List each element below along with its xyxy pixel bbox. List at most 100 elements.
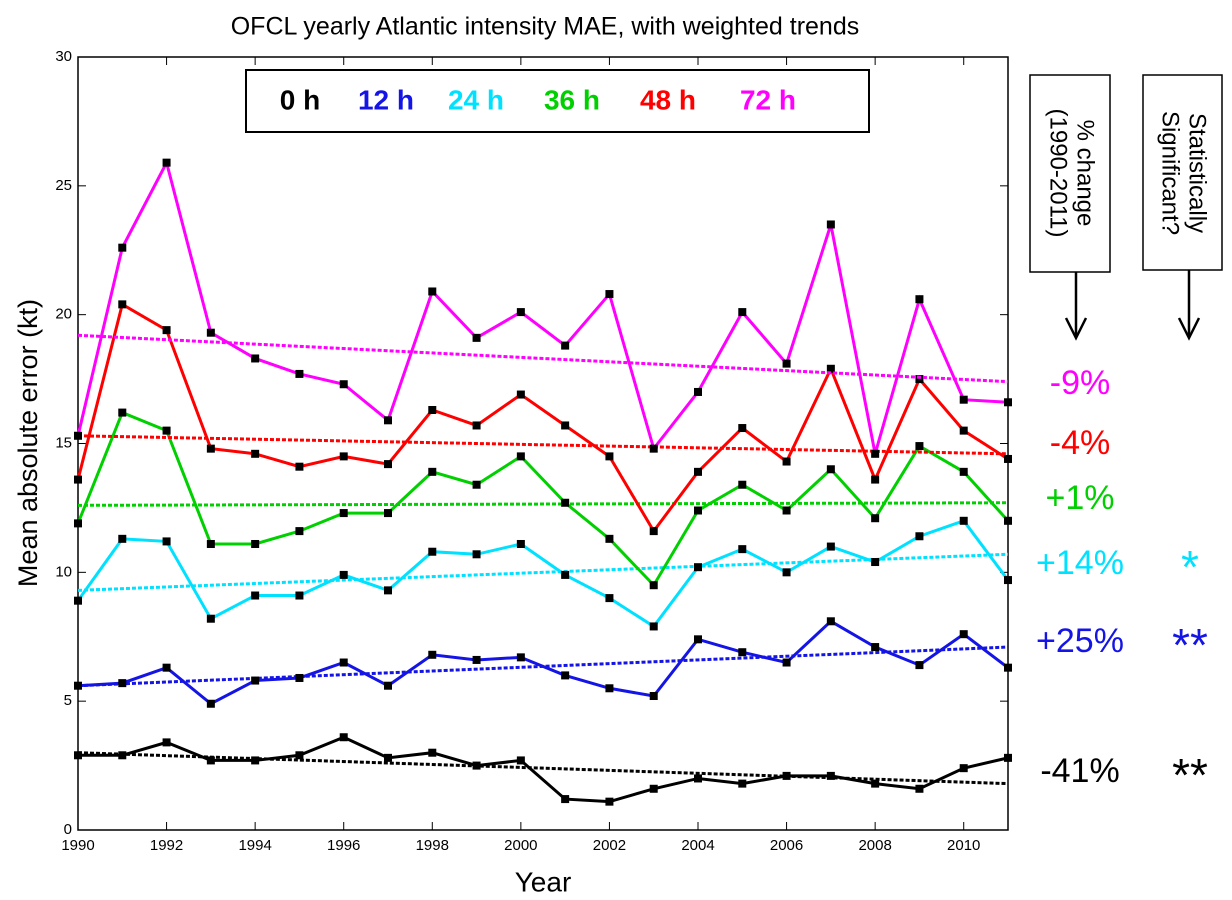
point-marker: [561, 671, 570, 680]
point-marker: [782, 359, 791, 368]
point-marker: [251, 676, 260, 685]
point-marker: [118, 408, 127, 417]
point-marker: [162, 326, 171, 335]
legend-box: [245, 69, 870, 133]
point-marker: [561, 795, 570, 804]
point-marker: [206, 444, 215, 453]
trend-line: [77, 501, 1009, 507]
point-marker: [649, 527, 658, 536]
change-label: +14%: [1036, 544, 1124, 582]
point-marker: [516, 308, 525, 317]
point-marker: [428, 467, 437, 476]
point-marker: [649, 444, 658, 453]
point-marker: [251, 354, 260, 363]
point-marker: [206, 756, 215, 765]
point-marker: [1004, 663, 1012, 672]
y-tick-label: 30: [55, 48, 72, 65]
point-marker: [428, 287, 437, 296]
x-tick-label: 2000: [504, 837, 537, 854]
chart-title: OFCL yearly Atlantic intensity MAE, with…: [231, 13, 860, 41]
point-marker: [782, 568, 791, 577]
point-marker: [295, 591, 304, 600]
significance-header-line: Significant?: [1156, 111, 1183, 235]
point-marker: [118, 534, 127, 543]
point-marker: [561, 421, 570, 430]
point-marker: [339, 733, 348, 742]
point-marker: [118, 751, 127, 760]
point-marker: [251, 449, 260, 458]
point-marker: [74, 431, 82, 440]
y-tick-label: 5: [64, 692, 72, 709]
point-marker: [959, 630, 968, 639]
point-marker: [738, 480, 747, 489]
series-line: [78, 735, 1009, 804]
point-marker: [738, 308, 747, 317]
point-marker: [959, 467, 968, 476]
point-marker: [206, 539, 215, 548]
point-marker: [384, 416, 392, 425]
point-marker: [118, 243, 127, 252]
point-marker: [516, 390, 525, 399]
point-marker: [295, 369, 304, 378]
legend-entry: 36 h: [544, 84, 600, 115]
change-label: -4%: [1050, 424, 1110, 462]
point-marker: [649, 622, 658, 631]
point-marker: [649, 692, 658, 701]
point-marker: [605, 534, 614, 543]
point-marker: [826, 220, 835, 229]
point-marker: [694, 387, 702, 396]
change-label: +25%: [1036, 622, 1124, 660]
x-tick-label: 1990: [61, 837, 94, 854]
point-marker: [561, 341, 570, 350]
change-label: -9%: [1050, 364, 1110, 402]
series-line: [76, 158, 1009, 455]
point-marker: [516, 756, 525, 765]
point-marker: [295, 751, 304, 760]
significance-header: StatisticallySignificant?: [1156, 111, 1210, 235]
point-marker: [74, 475, 82, 484]
point-marker: [1004, 516, 1012, 525]
trend-line: [77, 552, 1009, 592]
point-marker: [915, 442, 924, 451]
point-marker: [605, 684, 614, 693]
point-marker: [384, 460, 392, 469]
point-marker: [74, 596, 82, 605]
x-axis-label: Year: [515, 866, 572, 897]
point-marker: [649, 784, 658, 793]
significance-header-box: [1142, 74, 1223, 271]
x-tick-label: 2008: [858, 837, 891, 854]
point-marker: [694, 563, 702, 572]
point-marker: [782, 658, 791, 667]
point-marker: [472, 655, 481, 664]
x-tick-label: 2004: [681, 837, 714, 854]
point-marker: [1004, 753, 1012, 762]
point-marker: [472, 333, 481, 342]
x-tick-label: 2006: [770, 837, 803, 854]
point-marker: [74, 519, 82, 528]
point-marker: [206, 699, 215, 708]
point-marker: [782, 457, 791, 466]
point-marker: [74, 751, 82, 760]
change-label: +1%: [1046, 479, 1115, 517]
point-marker: [694, 506, 702, 515]
point-marker: [826, 465, 835, 474]
point-marker: [339, 509, 348, 518]
point-marker: [295, 462, 304, 471]
point-marker: [738, 424, 747, 433]
y-tick-label: 10: [55, 563, 72, 580]
point-marker: [782, 771, 791, 780]
point-marker: [826, 771, 835, 780]
legend-entry: 48 h: [640, 84, 696, 115]
point-marker: [782, 506, 791, 515]
legend-entry: 72 h: [740, 84, 796, 115]
point-marker: [738, 779, 747, 788]
x-tick-label: 2002: [593, 837, 626, 854]
point-marker: [915, 532, 924, 541]
point-marker: [605, 594, 614, 603]
point-marker: [1004, 398, 1012, 407]
point-marker: [694, 467, 702, 476]
point-marker: [915, 375, 924, 384]
legend-entry: 0 h: [280, 84, 320, 115]
